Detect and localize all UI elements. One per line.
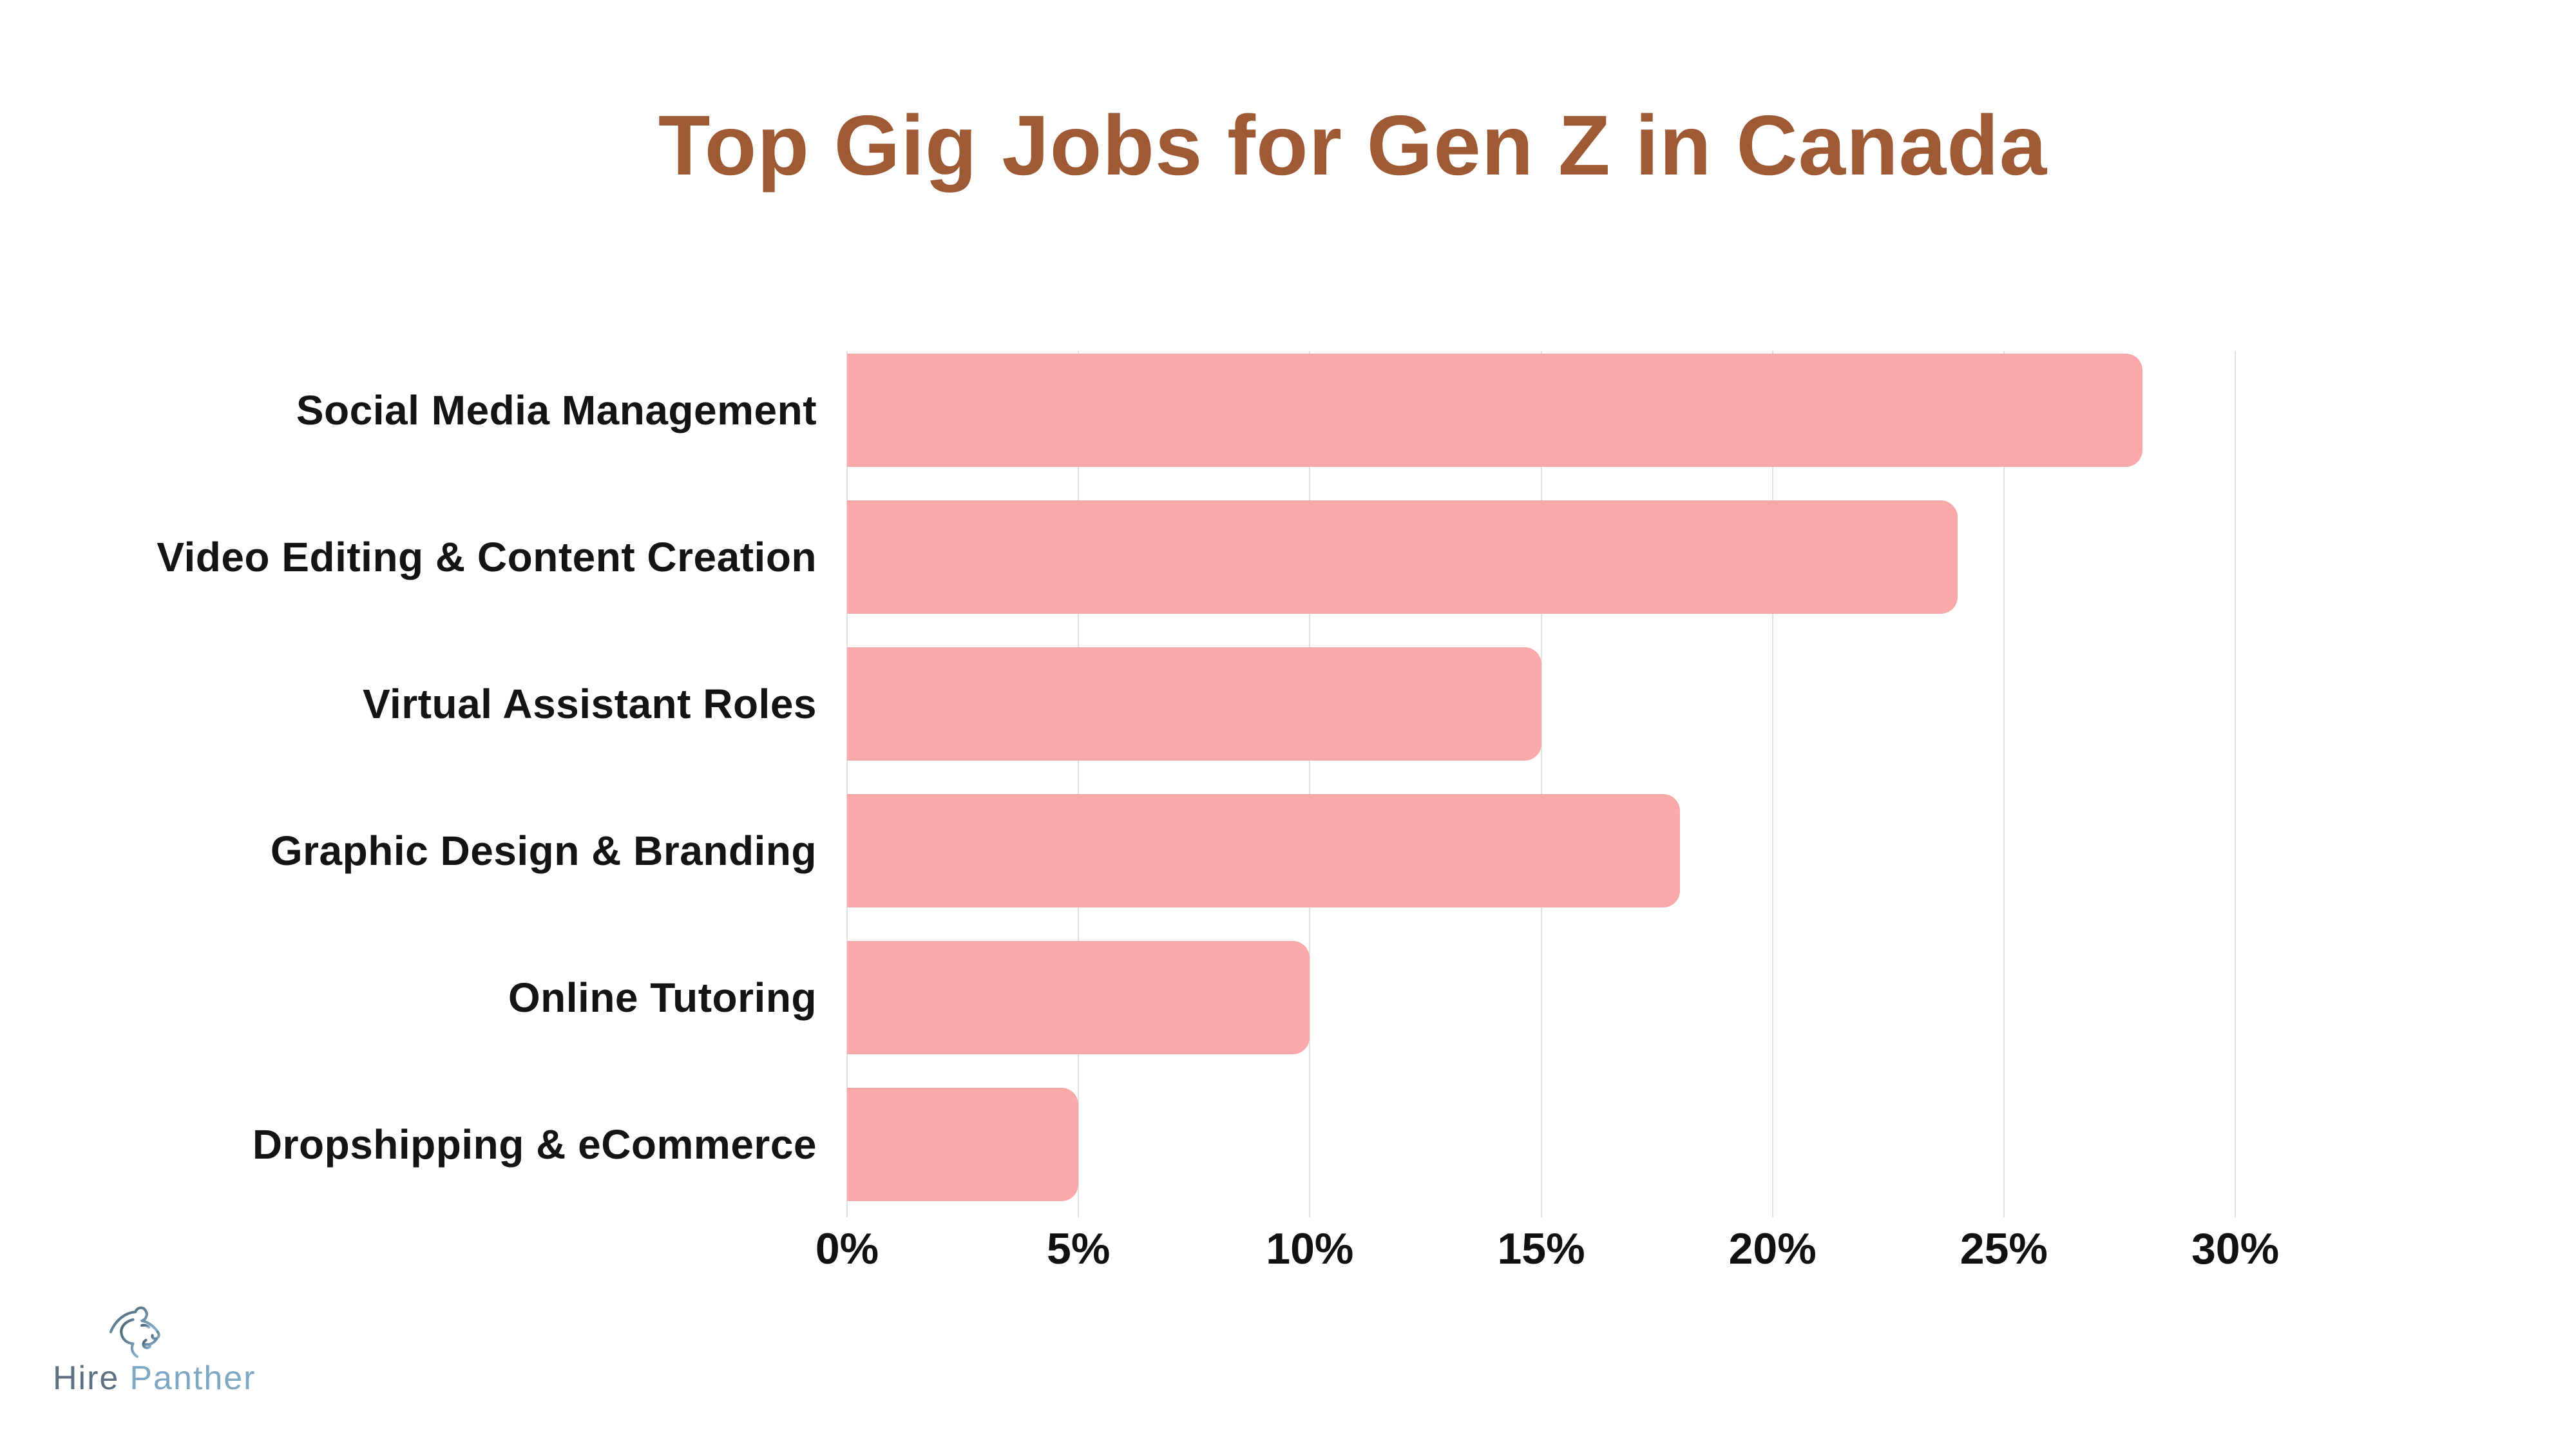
bar-dropshipping-ecommerce (847, 1088, 1079, 1201)
category-label-graphic-design-branding: Graphic Design & Branding (270, 828, 817, 874)
bar-graphic-design-branding (847, 794, 1680, 907)
gridline-30pct (2235, 351, 2236, 1217)
bar-video-editing-content-creation (847, 500, 1958, 614)
category-label-online-tutoring: Online Tutoring (508, 974, 817, 1021)
bar-online-tutoring (847, 941, 1310, 1054)
hirepanther-logo: Hire Panther (52, 1302, 348, 1431)
x-tick-15pct: 15% (1497, 1224, 1585, 1273)
gridline-0pct (846, 351, 848, 1217)
panther-head-icon (109, 1306, 160, 1358)
x-tick-10pct: 10% (1266, 1224, 1354, 1273)
x-tick-5pct: 5% (1047, 1224, 1111, 1273)
hirepanther-wordmark: Hire Panther (53, 1359, 256, 1398)
gridline-25pct (2003, 351, 2005, 1217)
chart-title: Top Gig Jobs for Gen Z in Canada (658, 98, 2048, 193)
category-label-virtual-assistant-roles: Virtual Assistant Roles (362, 681, 817, 727)
gridline-5pct (1078, 351, 1080, 1217)
category-label-social-media-management: Social Media Management (296, 387, 817, 433)
x-tick-20pct: 20% (1728, 1224, 1817, 1273)
brand-word-panther: Panther (129, 1360, 256, 1397)
bar-social-media-management (847, 354, 2143, 467)
category-label-video-editing-content-creation: Video Editing & Content Creation (157, 534, 817, 580)
category-label-dropshipping-ecommerce: Dropshipping & eCommerce (252, 1121, 817, 1168)
brand-word-hire: Hire (53, 1360, 120, 1397)
gridline-15pct (1540, 351, 1542, 1217)
x-tick-25pct: 25% (1960, 1224, 2048, 1273)
bar-virtual-assistant-roles (847, 647, 1541, 761)
gridline-20pct (1771, 351, 1773, 1217)
x-tick-30pct: 30% (2191, 1224, 2280, 1273)
gridline-10pct (1309, 351, 1311, 1217)
x-tick-0pct: 0% (815, 1224, 879, 1273)
